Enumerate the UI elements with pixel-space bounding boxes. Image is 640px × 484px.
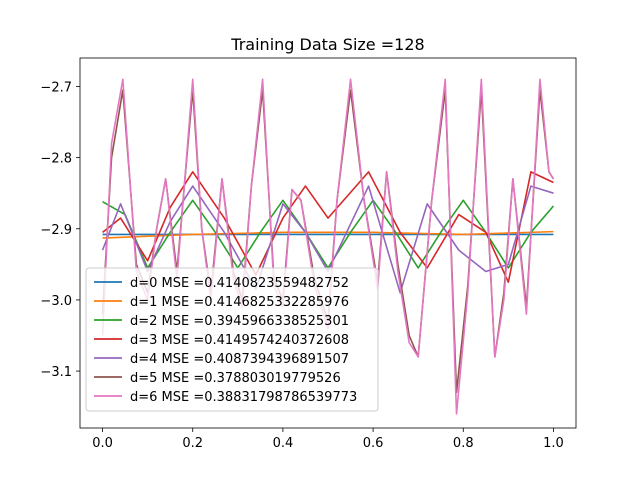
legend: d=0 MSE =0.4140823559482752 d=1 MSE =0.41… <box>85 267 379 412</box>
y-tick-label: −2.9 <box>40 223 72 238</box>
legend-label: d=4 MSE =0.4087394396891507 <box>130 352 349 367</box>
x-axis: 0.0 0.2 0.4 0.6 0.8 1.0 <box>92 428 564 451</box>
x-tick-label: 0.4 <box>273 436 294 451</box>
x-tick-label: 0.8 <box>453 436 474 451</box>
series-line-d4 <box>101 185 554 294</box>
x-tick-label: 0.6 <box>363 436 384 451</box>
legend-label: d=1 MSE =0.4146825332285976 <box>130 295 349 310</box>
legend-box <box>85 267 379 412</box>
y-tick-label: −3.1 <box>40 365 72 380</box>
plot-frame <box>79 57 577 429</box>
y-tick-label: −3.0 <box>40 294 72 309</box>
x-tick-label: 0.0 <box>92 436 113 451</box>
x-tick-label: 1.0 <box>543 436 564 451</box>
legend-label: d=5 MSE =0.378803019779526 <box>130 371 341 386</box>
y-tick-label: −2.7 <box>40 80 72 95</box>
legend-label: d=2 MSE =0.3945966338525301 <box>130 314 349 329</box>
chart-title: Training Data Size =128 <box>230 35 424 54</box>
y-tick-label: −2.8 <box>40 152 72 167</box>
legend-label: d=6 MSE =0.38831798786539773 <box>130 390 357 405</box>
series-line-d1 <box>102 230 554 239</box>
y-axis: −2.7 −2.8 −2.9 −3.0 −3.1 <box>40 80 80 380</box>
x-tick-label: 0.2 <box>182 436 203 451</box>
legend-label: d=3 MSE =0.4149574240372608 <box>130 333 349 348</box>
legend-label: d=0 MSE =0.4140823559482752 <box>130 276 349 291</box>
